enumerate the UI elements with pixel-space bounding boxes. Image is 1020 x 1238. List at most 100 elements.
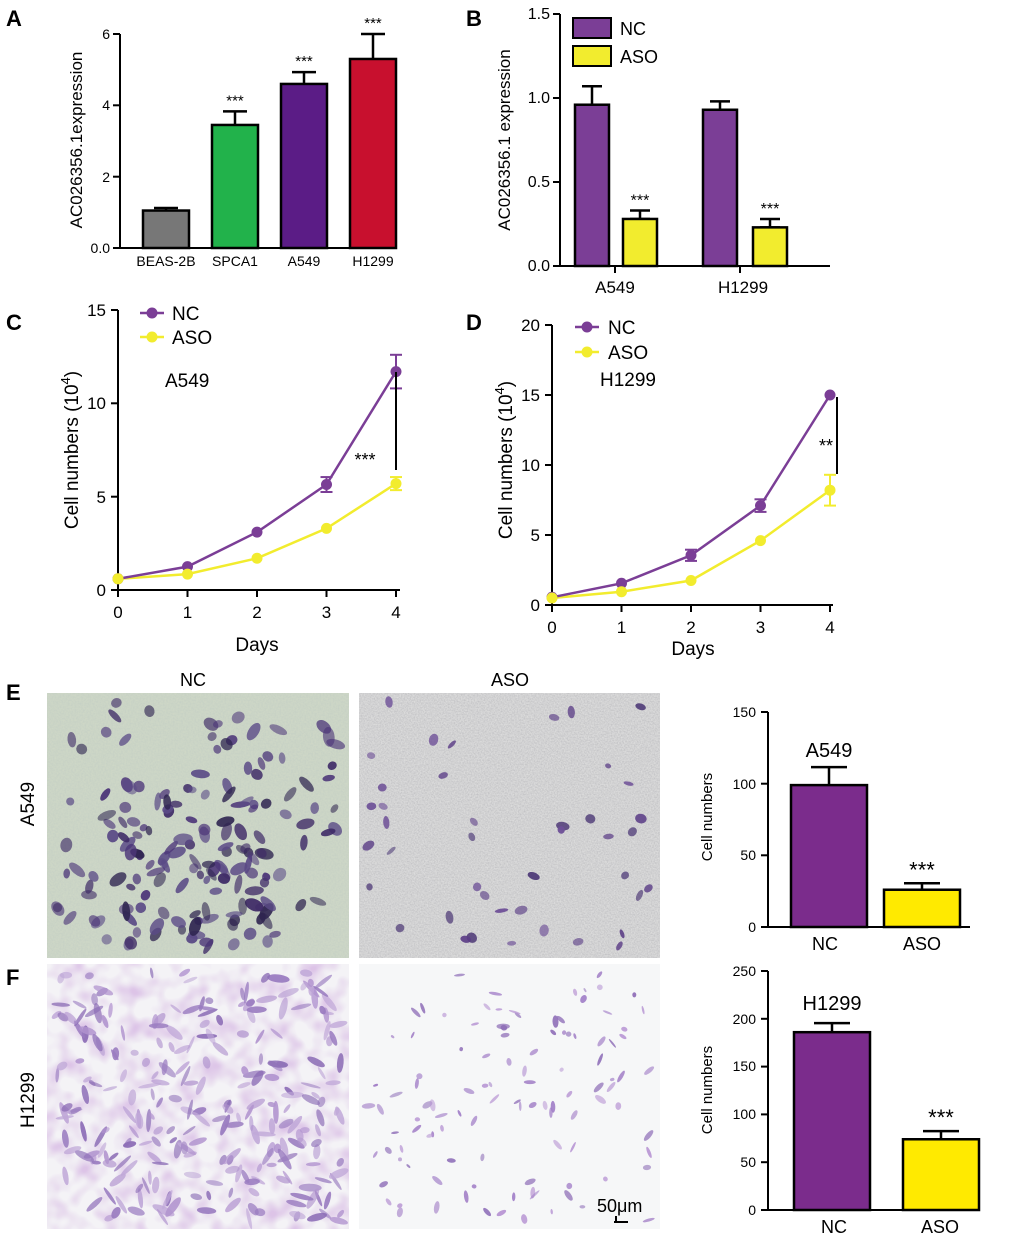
panel-e-ytick-label: 100 [733,776,757,792]
cell [278,997,288,1020]
panel-f-yticks: 0 50 100 150 200 250 [733,963,768,1218]
cell [217,842,234,852]
cell [145,825,153,836]
cell [198,823,211,836]
cell [432,1175,443,1186]
cell [187,1099,193,1120]
cell [623,781,634,786]
bar-spca1 [210,123,260,250]
cell [236,1112,242,1123]
bar-nc [701,108,739,268]
cell [253,830,266,844]
micrograph-h1299-nc [47,964,349,1230]
cell [539,924,549,937]
cell [168,1042,175,1053]
cell [336,1157,344,1167]
cell [438,772,448,779]
cell [635,889,644,901]
bar-h1299 [348,57,398,250]
panel-e-ytick-label: 50 [740,847,756,863]
cell [384,1146,392,1154]
cell [366,883,373,891]
cell [203,717,219,731]
cell [216,1014,224,1026]
cell [463,1190,469,1203]
cell [259,912,273,930]
data-point-aso [546,592,558,604]
cell [518,1101,522,1111]
cell [151,1161,169,1166]
cell [237,1001,246,1008]
cell [262,1147,274,1165]
panel-e-ytick-label: 0 [748,919,756,935]
cell [230,862,248,876]
series-line-nc [551,394,832,599]
cell [111,697,122,708]
cell [243,761,253,775]
cell [100,788,111,801]
data-point-nc [755,500,766,512]
cell [237,1082,251,1089]
panel-d-sig-label: ** [819,436,833,456]
data-point-aso [321,522,332,534]
cell [300,969,313,977]
cell [220,738,233,751]
panel-b-chart: AC026356.1 expression 0.0 0.5 1.0 1.5 **… [495,6,830,297]
cell [583,988,587,993]
cell [309,896,327,906]
panel-c-yticks: 0 5 10 15 [87,301,118,600]
cell [603,833,614,840]
cell [570,1142,576,1153]
cell [410,1031,415,1039]
cell [269,930,281,938]
cell [597,1036,606,1047]
cell [175,877,189,894]
cell [426,1133,434,1138]
cell [84,972,94,980]
cell [329,1217,348,1225]
panel-f-ytick-label: 250 [733,963,757,979]
panel-c-xlabel: Days [235,635,278,656]
cell [609,1077,615,1082]
cell [297,1137,307,1147]
cell [522,1065,527,1077]
cell [227,918,239,931]
cell [643,1130,654,1141]
data-point-nc [824,389,836,401]
cell [511,1192,516,1202]
cell [151,1136,161,1147]
cell [397,1203,403,1208]
cell [646,1146,652,1158]
panel-b-ytick-label: 1.5 [528,6,550,23]
micrograph-column-label-aso: ASO [491,670,529,690]
cell [257,757,266,770]
cell [156,1037,163,1049]
cell [366,802,377,811]
panel-d-xlabel: Days [671,639,714,660]
cell [602,1010,613,1015]
cell [317,1096,326,1108]
bar-nc [792,1030,872,1212]
cell [300,982,308,991]
cell [97,1142,107,1158]
legend-swatch-aso [572,45,612,67]
cell [141,1057,151,1067]
cell [206,867,217,881]
panel-f-ylabel: Cell numbers [699,1046,716,1134]
cell [183,1171,202,1179]
panel-c-sig-label: *** [354,450,375,470]
significance-label: *** [928,1105,954,1130]
cell [429,1099,436,1112]
cell [101,934,112,945]
cell [190,769,210,779]
panel-b-xtick-label: A549 [595,278,635,297]
cell [192,1111,210,1127]
cell [157,851,171,866]
cell [621,871,630,880]
significance-label: *** [295,53,313,70]
panel-c-ytick-label: 10 [87,394,106,413]
cell [72,1000,87,1009]
cell [120,1160,138,1177]
micrograph-column-label-nc: NC [180,670,206,690]
